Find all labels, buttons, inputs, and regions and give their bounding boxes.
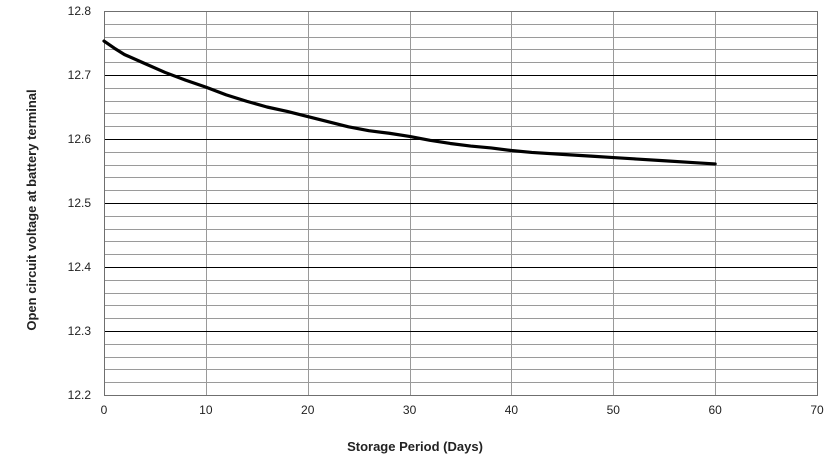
x-tick-label: 0 [101, 403, 108, 417]
y-axis-tick-labels: 12.2 12.3 12.4 12.5 12.6 12.7 12.8 [68, 4, 92, 402]
x-tick-label: 40 [505, 403, 519, 417]
series-line [102, 39, 717, 166]
x-tick-label: 60 [708, 403, 722, 417]
plot-area-border [104, 11, 818, 396]
x-tick-label: 10 [199, 403, 213, 417]
y-tick-label: 12.2 [68, 388, 92, 402]
x-tick-label: 70 [810, 403, 824, 417]
y-tick-label: 12.3 [68, 324, 92, 338]
major-gridlines [104, 11, 818, 396]
x-tick-label: 30 [403, 403, 417, 417]
x-axis-title: Storage Period (Days) [347, 439, 483, 454]
y-tick-label: 12.8 [68, 4, 92, 18]
series-layer [102, 39, 717, 166]
y-tick-label: 12.5 [68, 196, 92, 210]
x-tick-label: 20 [301, 403, 315, 417]
y-tick-label: 12.4 [68, 260, 92, 274]
x-axis-tick-labels: 0 10 20 30 40 50 60 70 [101, 403, 824, 417]
y-tick-label: 12.6 [68, 132, 92, 146]
y-axis-title: Open circuit voltage at battery terminal [24, 89, 39, 330]
y-tick-label: 12.7 [68, 68, 92, 82]
x-tick-label: 50 [607, 403, 621, 417]
